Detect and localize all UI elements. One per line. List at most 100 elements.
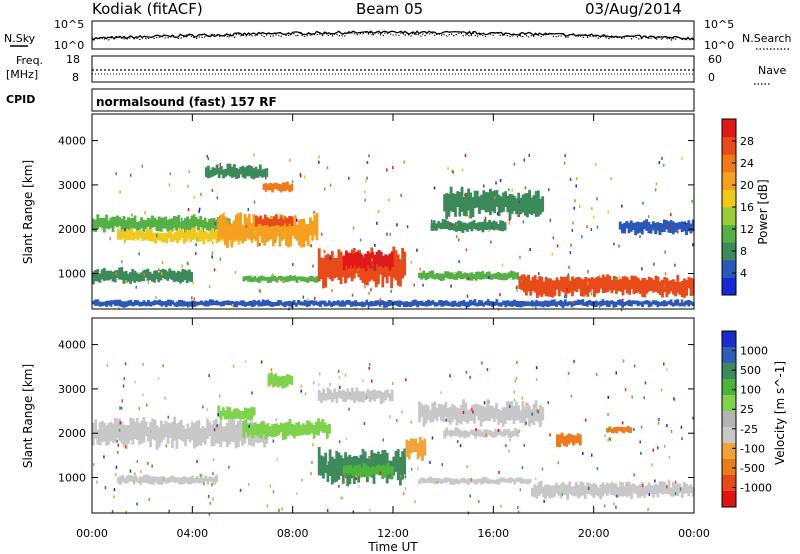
velocity-speck xyxy=(582,452,584,455)
velocity-speck xyxy=(639,440,641,444)
velocity-speck xyxy=(136,459,138,463)
power-cell xyxy=(317,248,321,282)
power-cell xyxy=(142,300,146,306)
power-cell xyxy=(401,247,404,279)
x-tick-label: 00:00 xyxy=(678,527,710,540)
power-cell xyxy=(204,167,208,178)
velocity-cell xyxy=(142,416,146,443)
power-cell xyxy=(173,216,176,228)
velocity-cell xyxy=(499,410,503,423)
power-cell xyxy=(330,302,333,307)
velocity-speck xyxy=(517,510,520,514)
power-speck xyxy=(253,200,256,204)
power-cell xyxy=(107,270,111,281)
power-cell xyxy=(324,255,328,288)
power-cell xyxy=(365,299,369,306)
power-cell xyxy=(382,255,385,268)
velocity-cell xyxy=(465,430,469,438)
power-cell xyxy=(689,300,693,305)
power-cell xyxy=(203,217,207,229)
power-cell xyxy=(468,273,472,281)
velocity-cell xyxy=(485,429,488,438)
power-cell xyxy=(402,301,406,308)
power-speck xyxy=(450,284,452,288)
power-cell xyxy=(161,268,165,279)
velocity-cell xyxy=(586,482,589,494)
power-speck xyxy=(310,244,312,248)
velocity-cell xyxy=(403,448,407,475)
power-speck xyxy=(456,223,458,227)
velocity-speck xyxy=(203,482,205,486)
velocity-cell xyxy=(480,478,483,485)
velocity-speck xyxy=(404,475,407,479)
power-cell xyxy=(306,224,310,246)
power-cell xyxy=(158,233,162,241)
velocity-cell xyxy=(382,464,385,478)
power-cell xyxy=(114,299,117,306)
power-cell xyxy=(437,273,441,280)
power-speck xyxy=(364,198,366,202)
power-cell xyxy=(206,233,210,243)
power-cell xyxy=(375,251,379,264)
velocity-cell xyxy=(339,391,343,399)
velocity-cell xyxy=(460,431,464,437)
cpid-panel: CPID normalsound (fast) 157 RF xyxy=(6,88,695,112)
velocity-cell xyxy=(281,376,285,389)
power-cell xyxy=(144,302,148,307)
velocity-cell xyxy=(345,465,348,474)
power-cell xyxy=(200,228,204,241)
power-cell xyxy=(121,229,125,239)
power-cell xyxy=(255,215,258,227)
power-speck xyxy=(207,157,210,161)
velocity-cell xyxy=(459,405,463,425)
velocity-cell xyxy=(429,476,432,484)
velocity-cell xyxy=(616,486,620,498)
velocity-speck xyxy=(361,451,363,455)
velocity-cell xyxy=(337,389,341,398)
power-data-layer xyxy=(92,153,695,312)
power-colorbar-swatch xyxy=(722,154,736,173)
power-cell xyxy=(136,230,140,241)
velocity-speck xyxy=(355,477,358,481)
power-cell xyxy=(403,251,407,276)
power-cell xyxy=(438,300,441,306)
power-cell xyxy=(519,197,523,215)
power-cell xyxy=(280,276,283,282)
power-cell xyxy=(494,221,498,230)
velocity-cell xyxy=(164,420,168,438)
power-speck xyxy=(669,224,671,228)
power-speck xyxy=(517,213,520,217)
velocity-cell xyxy=(285,374,289,387)
velocity-cell xyxy=(119,476,123,485)
power-cell xyxy=(311,276,314,282)
velocity-cell xyxy=(556,434,559,447)
power-cell xyxy=(588,278,592,293)
power-cell xyxy=(528,189,531,214)
power-cell xyxy=(190,271,193,283)
power-speck xyxy=(621,204,623,208)
power-cell xyxy=(526,301,530,306)
power-speck xyxy=(386,168,388,172)
velocity-cell xyxy=(195,476,199,483)
power-cell xyxy=(244,276,248,281)
velocity-speck xyxy=(640,425,643,429)
power-speck xyxy=(622,298,624,302)
power-cell xyxy=(179,271,182,284)
power-cell xyxy=(277,276,281,280)
power-cell xyxy=(308,300,311,307)
power-cell xyxy=(302,276,306,282)
power-speck xyxy=(388,198,390,202)
velocity-cell xyxy=(208,421,212,437)
power-speck xyxy=(370,288,372,292)
power-cell xyxy=(680,221,684,233)
velocity-speck xyxy=(608,437,611,441)
power-speck xyxy=(208,285,211,288)
power-cell xyxy=(339,251,343,285)
power-cell xyxy=(381,258,385,288)
velocity-speck xyxy=(206,408,208,412)
velocity-speck xyxy=(514,379,516,383)
velocity-cell xyxy=(257,423,261,438)
power-speck xyxy=(535,305,537,309)
power-cell xyxy=(394,250,398,281)
y-tick-label: 4000 xyxy=(58,135,86,148)
